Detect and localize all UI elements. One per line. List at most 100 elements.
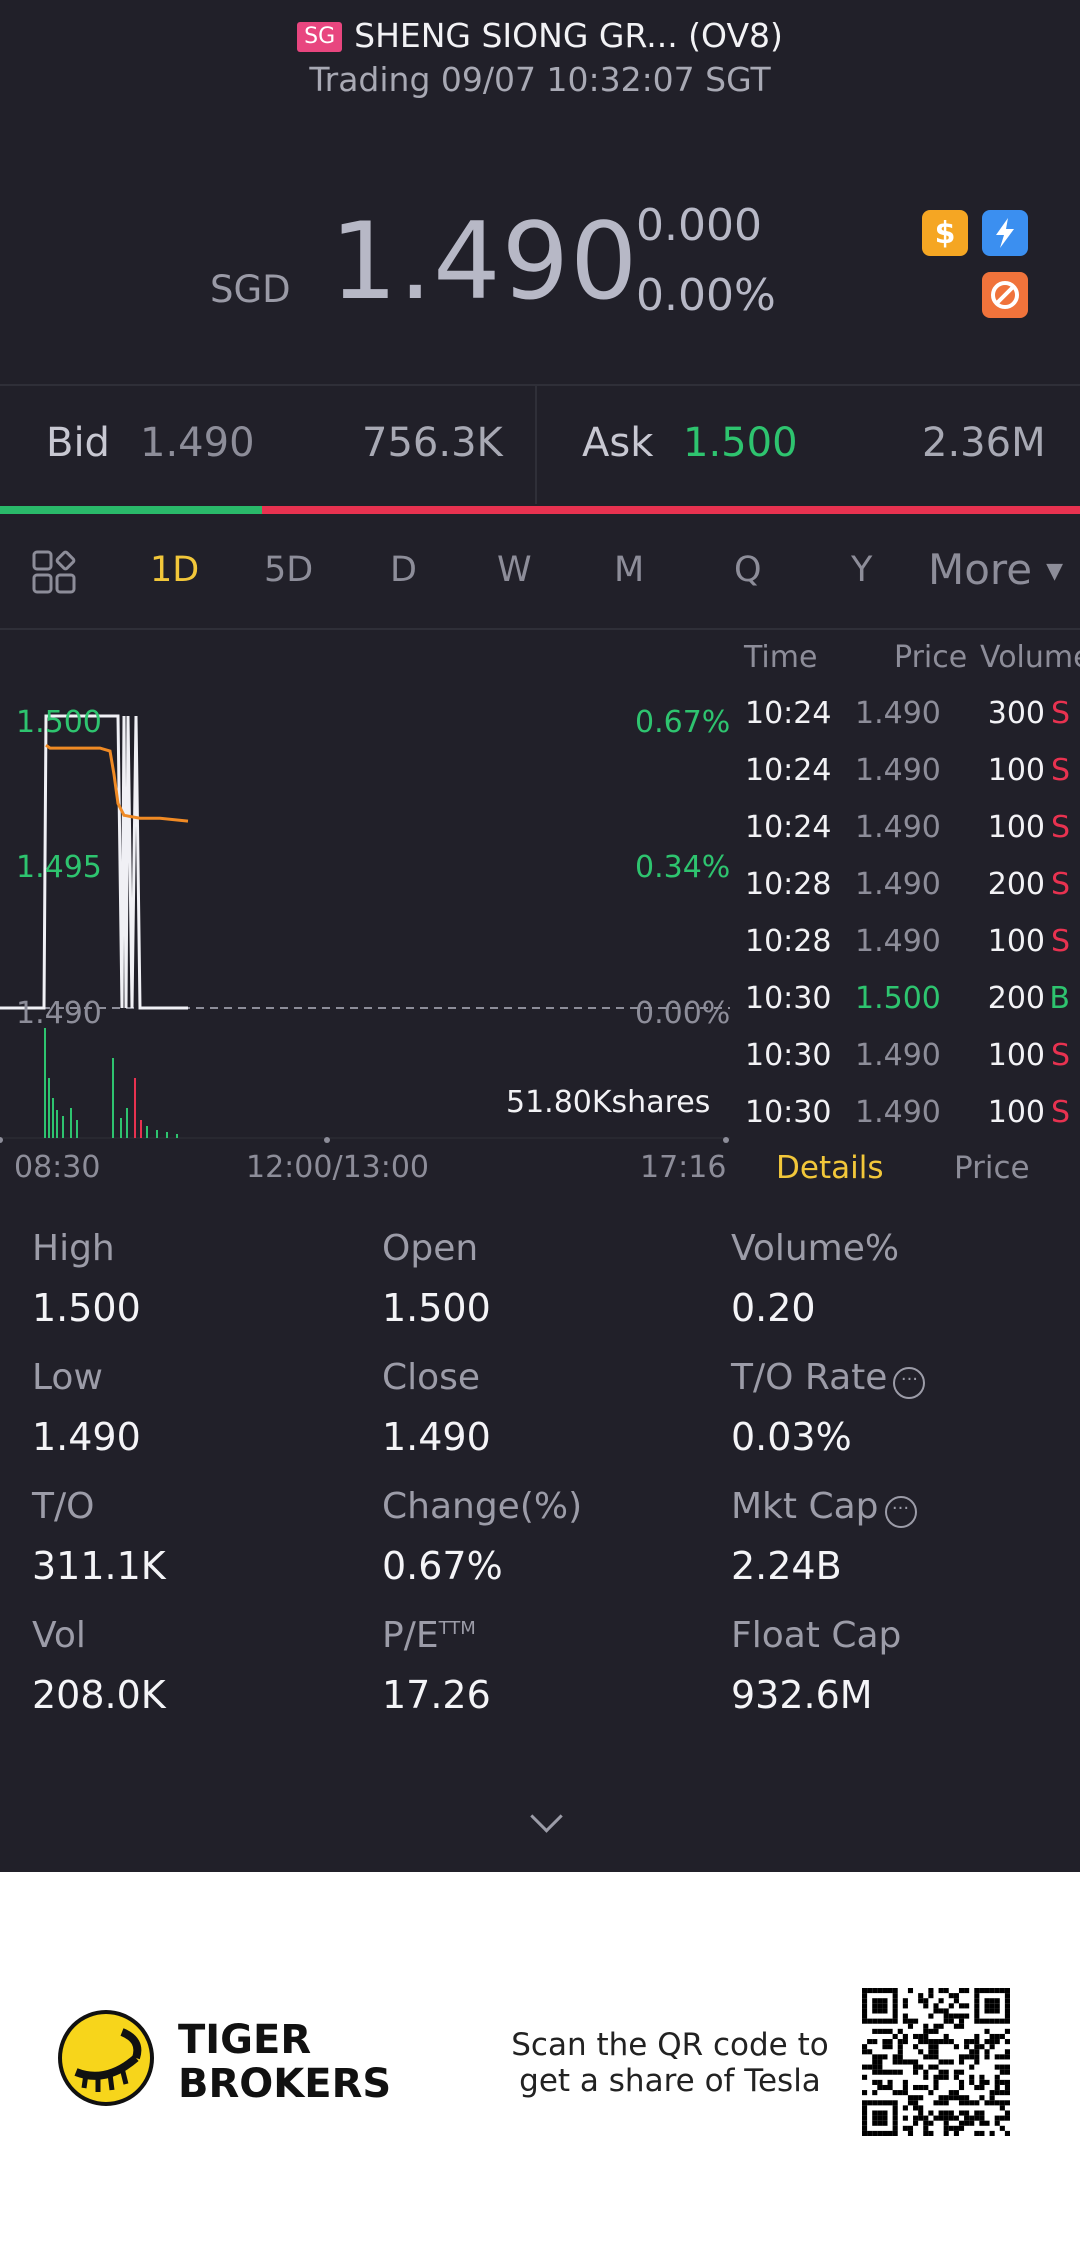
qr-module (1004, 2100, 1010, 2106)
qr-module (994, 2090, 1000, 2096)
divider (535, 386, 537, 504)
qr-module (867, 2018, 873, 2024)
qr-module (953, 2044, 959, 2050)
qr-module (872, 2059, 878, 2065)
qr-module (887, 2069, 893, 2075)
qr-module (943, 2125, 949, 2131)
qr-module (892, 2125, 898, 2131)
info-icon[interactable]: ··· (893, 1367, 926, 1399)
qr-module (913, 2095, 919, 2101)
tab-1d[interactable]: 1D (150, 550, 200, 590)
qr-module (923, 1998, 929, 2004)
qr-module (953, 2013, 959, 2019)
x-tick-dot (0, 1137, 3, 1143)
qr-module (897, 2054, 903, 2060)
qr-module (943, 2095, 949, 2101)
qr-module (999, 2079, 1005, 2085)
qr-module (953, 2095, 959, 2101)
qr-module (862, 2044, 868, 2050)
trade-row: 10:24 1.490 100 S (745, 810, 1075, 850)
qr-module (984, 1998, 990, 2004)
tab-w[interactable]: W (497, 550, 532, 590)
qr-module (902, 2013, 908, 2019)
dollar-icon[interactable]: $ (922, 210, 968, 256)
tab-price[interactable]: Price (954, 1150, 1030, 1186)
qr-module (918, 2095, 924, 2101)
qr-module (948, 2110, 954, 2116)
qr-module (918, 2049, 924, 2055)
qr-module (938, 2074, 944, 2080)
ban-short-icon[interactable] (982, 272, 1028, 318)
qr-module (882, 2003, 888, 2009)
volume-bar (44, 1028, 46, 1138)
qr-module (862, 2100, 868, 2106)
qr-module (923, 2074, 929, 2080)
intraday-chart[interactable] (0, 630, 740, 1150)
qr-module (882, 2130, 888, 2136)
qr-module (948, 2125, 954, 2131)
qr-module (979, 2018, 985, 2024)
qr-module (974, 2115, 980, 2121)
volume-bar (156, 1130, 158, 1138)
qr-module (974, 2130, 980, 2136)
qr-module (933, 2039, 939, 2045)
qr-module (989, 2033, 995, 2040)
qr-module (994, 2003, 1000, 2009)
tab-details[interactable]: Details (776, 1150, 884, 1186)
qr-module (943, 2013, 949, 2019)
tab-5d[interactable]: 5D (264, 550, 314, 590)
lightning-level1-icon[interactable] (982, 210, 1028, 256)
qr-module (913, 2100, 919, 2106)
qr-module (948, 2013, 954, 2019)
qr-module (897, 2039, 903, 2045)
qr-module (892, 2100, 898, 2106)
qr-module (948, 2039, 954, 2045)
qr-module (958, 2023, 965, 2029)
more-tab[interactable]: More ▼ (928, 545, 1063, 594)
qr-module (958, 2018, 965, 2024)
grid-layout-icon[interactable] (32, 550, 78, 596)
volume-bar (166, 1132, 168, 1138)
qr-module (989, 2003, 995, 2009)
trade-price: 1.490 (855, 696, 941, 731)
qr-module (994, 2064, 1000, 2070)
qr-module (948, 2059, 954, 2065)
qr-module (974, 2044, 980, 2050)
stat-to-rate-label: T/O Rate ··· (731, 1357, 926, 1399)
qr-module (872, 2130, 878, 2136)
qr-module (964, 1988, 970, 1994)
qr-module (892, 2033, 898, 2040)
trade-row: 10:24 1.490 100 S (745, 753, 1075, 793)
trade-price: 1.490 (855, 810, 941, 845)
qr-module (877, 2079, 883, 2085)
tab-y[interactable]: Y (851, 550, 873, 590)
qr-module (882, 2028, 888, 2034)
y-pct-low: 0.00% (635, 996, 731, 1031)
qr-module (913, 2105, 919, 2111)
qr-module (897, 2044, 903, 2050)
info-icon[interactable]: ··· (884, 1496, 917, 1528)
qr-module (907, 2018, 914, 2024)
qr-module (923, 2069, 929, 2075)
trade-volume: 100 (987, 1038, 1045, 1073)
qr-module (1004, 1988, 1010, 1994)
qr-module (897, 2059, 903, 2065)
market-badge: SG (297, 22, 343, 52)
qr-module (969, 2049, 975, 2055)
qr-module (872, 2028, 878, 2034)
qr-module (953, 1993, 959, 1999)
tab-d[interactable]: D (390, 550, 417, 590)
qr-module (872, 2003, 878, 2009)
tab-m[interactable]: M (614, 550, 645, 590)
qr-module (964, 2003, 970, 2009)
qr-module (999, 2115, 1005, 2121)
qr-module (1004, 2039, 1010, 2045)
qr-module (938, 2008, 944, 2014)
qr-module (872, 2039, 878, 2045)
x-label-close: 17:16 (640, 1150, 727, 1185)
qr-module (907, 2023, 914, 2029)
trade-volume: 100 (987, 810, 1045, 845)
tab-q[interactable]: Q (734, 550, 762, 590)
qr-module (938, 2110, 944, 2116)
stat-vol-label: Vol (32, 1615, 86, 1656)
